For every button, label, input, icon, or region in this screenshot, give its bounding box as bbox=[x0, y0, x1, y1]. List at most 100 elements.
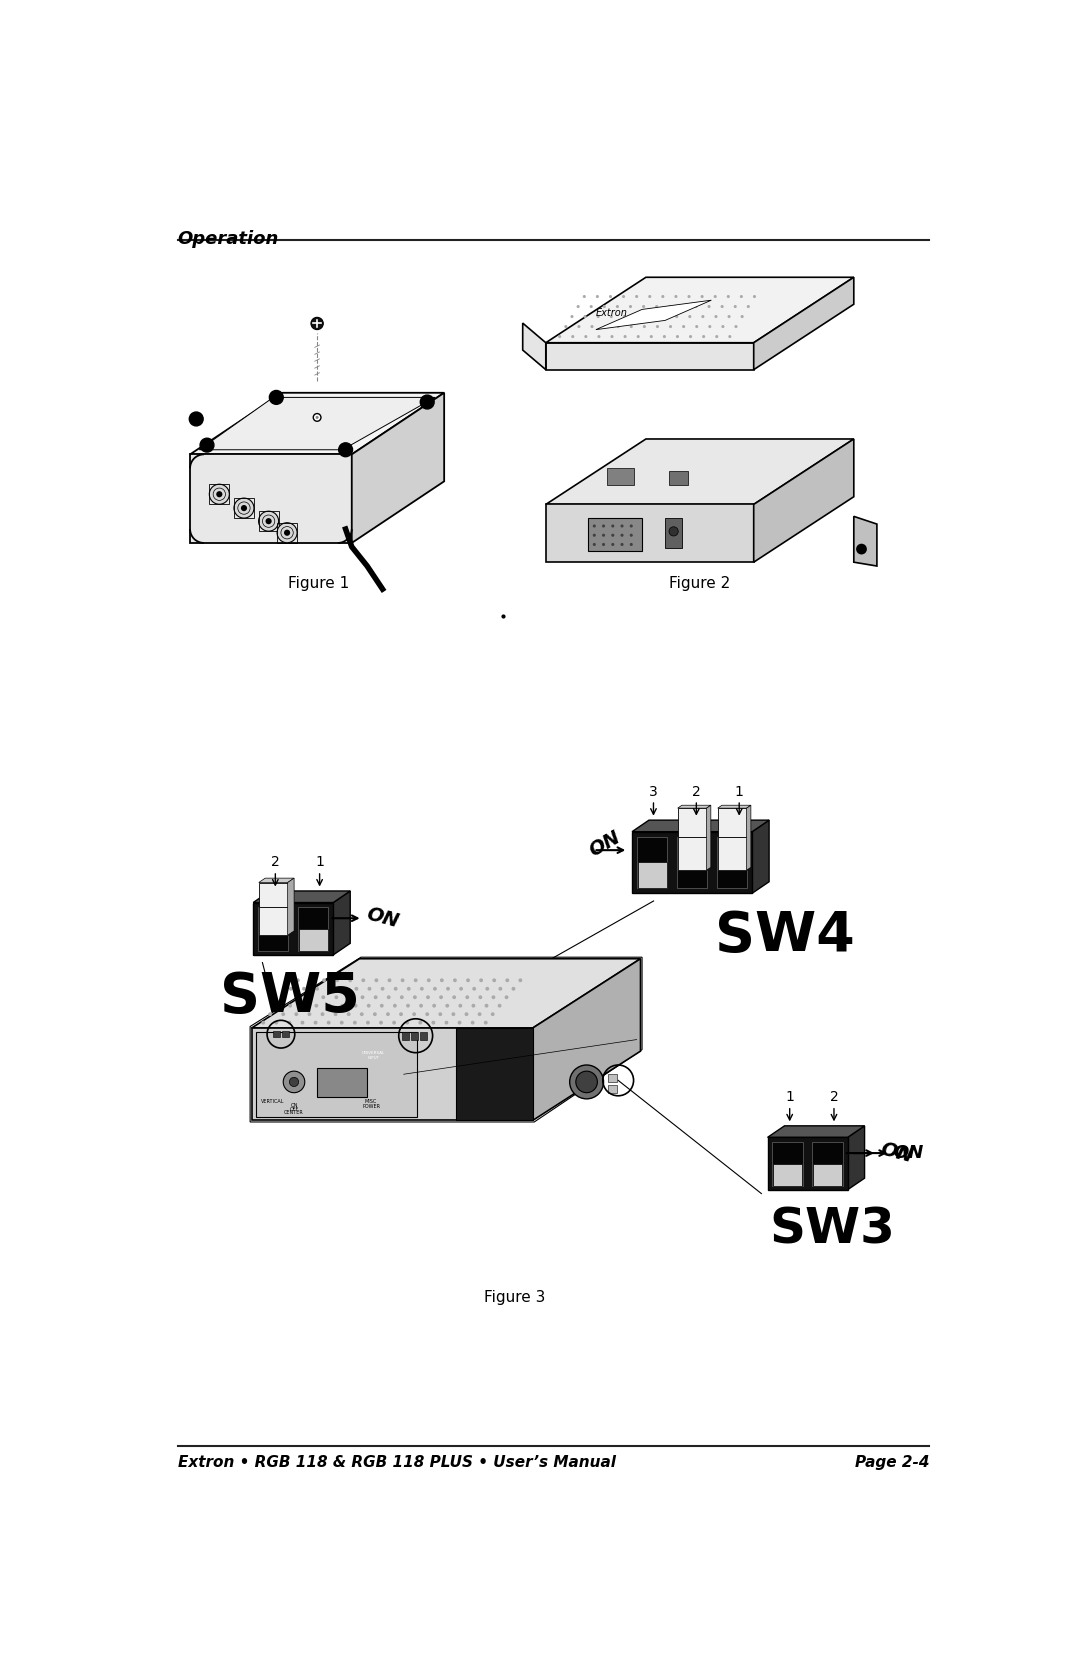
Circle shape bbox=[301, 1003, 306, 1008]
Polygon shape bbox=[637, 863, 666, 888]
Circle shape bbox=[593, 542, 596, 546]
Polygon shape bbox=[768, 1137, 848, 1190]
Circle shape bbox=[611, 524, 615, 527]
Circle shape bbox=[569, 1065, 604, 1098]
Circle shape bbox=[663, 335, 666, 339]
Circle shape bbox=[741, 315, 744, 319]
Text: 2: 2 bbox=[692, 784, 701, 798]
Text: 1: 1 bbox=[734, 784, 744, 798]
Circle shape bbox=[453, 995, 456, 1000]
Circle shape bbox=[433, 986, 436, 991]
Circle shape bbox=[702, 335, 705, 339]
Polygon shape bbox=[677, 836, 706, 870]
Circle shape bbox=[394, 986, 397, 991]
Circle shape bbox=[603, 305, 606, 309]
Polygon shape bbox=[523, 324, 545, 369]
Text: 3: 3 bbox=[649, 784, 658, 798]
Polygon shape bbox=[253, 903, 334, 955]
Circle shape bbox=[623, 335, 626, 339]
Circle shape bbox=[669, 325, 672, 329]
Bar bbox=[456, 1028, 532, 1120]
Circle shape bbox=[610, 315, 612, 319]
Polygon shape bbox=[545, 277, 854, 342]
Circle shape bbox=[420, 986, 423, 991]
Circle shape bbox=[558, 335, 562, 339]
Circle shape bbox=[630, 542, 633, 546]
Circle shape bbox=[669, 527, 678, 536]
Circle shape bbox=[266, 517, 272, 524]
Circle shape bbox=[295, 995, 299, 1000]
Polygon shape bbox=[545, 439, 854, 504]
Circle shape bbox=[340, 1003, 345, 1008]
Circle shape bbox=[322, 995, 325, 1000]
Circle shape bbox=[636, 315, 639, 319]
Circle shape bbox=[278, 522, 297, 542]
Circle shape bbox=[715, 335, 718, 339]
Circle shape bbox=[289, 986, 293, 991]
Circle shape bbox=[478, 995, 483, 1000]
Circle shape bbox=[269, 391, 283, 404]
Polygon shape bbox=[632, 819, 769, 831]
Circle shape bbox=[609, 295, 612, 299]
Circle shape bbox=[446, 986, 450, 991]
Circle shape bbox=[400, 995, 404, 1000]
Polygon shape bbox=[352, 392, 444, 542]
Circle shape bbox=[714, 295, 717, 299]
Circle shape bbox=[366, 1021, 369, 1025]
Circle shape bbox=[261, 1021, 265, 1025]
Circle shape bbox=[661, 295, 664, 299]
Circle shape bbox=[400, 1011, 403, 1016]
Circle shape bbox=[283, 1071, 305, 1093]
Circle shape bbox=[637, 335, 639, 339]
Circle shape bbox=[419, 1003, 423, 1008]
Circle shape bbox=[379, 1021, 383, 1025]
Circle shape bbox=[499, 986, 502, 991]
Circle shape bbox=[308, 995, 312, 1000]
Text: ON: ON bbox=[894, 1143, 924, 1162]
Circle shape bbox=[388, 978, 391, 983]
Circle shape bbox=[367, 986, 372, 991]
Circle shape bbox=[683, 325, 685, 329]
Circle shape bbox=[648, 295, 651, 299]
Circle shape bbox=[512, 986, 515, 991]
Circle shape bbox=[721, 325, 725, 329]
Circle shape bbox=[649, 315, 652, 319]
Circle shape bbox=[604, 325, 607, 329]
Circle shape bbox=[688, 315, 691, 319]
Circle shape bbox=[302, 986, 306, 991]
Polygon shape bbox=[752, 819, 769, 893]
Circle shape bbox=[339, 442, 352, 457]
Circle shape bbox=[311, 317, 323, 330]
Circle shape bbox=[308, 1011, 311, 1016]
Polygon shape bbox=[677, 808, 706, 836]
Circle shape bbox=[361, 995, 364, 1000]
Circle shape bbox=[274, 1021, 279, 1025]
Circle shape bbox=[694, 305, 698, 309]
Circle shape bbox=[420, 396, 434, 409]
Circle shape bbox=[570, 315, 573, 319]
Circle shape bbox=[753, 295, 756, 299]
Polygon shape bbox=[532, 958, 640, 1120]
Circle shape bbox=[328, 986, 333, 991]
Polygon shape bbox=[717, 836, 747, 888]
Polygon shape bbox=[545, 504, 754, 562]
Circle shape bbox=[200, 439, 214, 452]
Circle shape bbox=[281, 1011, 285, 1016]
Text: UNIVERSAL: UNIVERSAL bbox=[362, 1051, 384, 1055]
Circle shape bbox=[583, 315, 586, 319]
Circle shape bbox=[321, 1011, 324, 1016]
Circle shape bbox=[643, 325, 646, 329]
Text: 2: 2 bbox=[271, 856, 280, 870]
Circle shape bbox=[610, 335, 613, 339]
Bar bbox=[234, 497, 254, 517]
Text: OFF: OFF bbox=[289, 1107, 299, 1112]
Circle shape bbox=[484, 1021, 488, 1025]
Polygon shape bbox=[813, 1163, 842, 1185]
Text: Extron • RGB 118 & RGB 118 PLUS • User’s Manual: Extron • RGB 118 & RGB 118 PLUS • User’s… bbox=[178, 1455, 616, 1470]
Polygon shape bbox=[637, 836, 667, 888]
Circle shape bbox=[241, 506, 247, 511]
Circle shape bbox=[689, 335, 692, 339]
Circle shape bbox=[340, 1021, 343, 1025]
Circle shape bbox=[630, 325, 633, 329]
Circle shape bbox=[464, 1011, 469, 1016]
